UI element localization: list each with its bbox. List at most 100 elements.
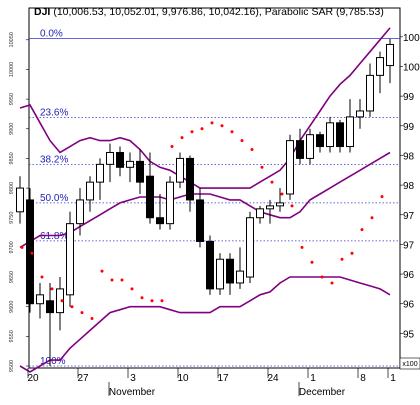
candle-body-up [326,122,334,148]
x-axis: 20 27 3 10 17 24 1 8 1 November December [27,368,396,398]
header-indicator: Parabolic SAR (9,785.53) [265,6,384,18]
sar-dot [210,121,214,125]
candle-body-down [186,157,194,201]
candle [116,146,124,177]
left-axis-tick: 9900 [9,123,15,135]
candle-body-up [76,199,84,225]
x-tick-label: 8 [360,373,366,384]
chart-header: DJI (10,006.53, 10,052.01, 9,976.86, 10,0… [34,6,384,18]
x-tick-label: 3 [130,373,136,384]
sar-dot [310,260,314,264]
candle-body-up [236,270,244,284]
candle [136,149,144,194]
sar-dot [150,299,154,303]
sar-dot [260,165,264,169]
right-axis-tick: 100 [403,62,420,73]
candle-body-up [86,181,94,201]
sar-dot [40,275,44,279]
sar-dot [320,275,324,279]
sar-dot [340,257,344,261]
sar-dot [180,136,184,140]
sar-dot [280,192,284,196]
candle [36,282,44,319]
right-axis-tick: 96 [403,270,415,281]
candle-body-down [136,160,144,183]
candle [376,51,384,94]
candle [346,99,354,153]
sar-dot [160,299,164,303]
candle [196,188,204,248]
candle-body-up [246,217,254,278]
candle-body-up [166,181,174,225]
candle [356,99,364,129]
candle-body-up [306,134,314,159]
sar-dot [90,317,94,321]
candle-body-up [106,151,114,165]
sar-dot [80,311,84,315]
left-axis-tick: 9750 [9,212,15,224]
sar-dot [230,130,234,134]
sar-dot [170,145,174,149]
sar-dot [140,296,144,300]
x-tick-label: 10 [177,373,189,384]
parabolic-sar-dots [20,121,384,321]
right-price-axis: 10010099999898979796969595 [400,33,420,370]
candle-body-down [196,199,204,242]
candle [316,131,324,153]
bollinger-middle-band [19,151,391,249]
candle [16,176,24,224]
candle-body-down [206,240,214,290]
candle [246,211,254,283]
sar-dot [240,139,244,143]
candle [276,188,284,212]
candles [16,38,394,366]
month-label: December [299,387,346,398]
sar-dot [360,228,364,232]
candle-body-down [146,175,154,219]
candle [226,253,234,295]
header-symbol: DJI [34,6,50,18]
left-axis-tick: 10000 [9,62,15,77]
candle [156,194,164,230]
candle-body-up [66,223,74,296]
sar-dot [370,216,374,220]
right-axis-tick: 98 [403,181,415,192]
sar-dot [70,305,74,309]
candle-body-up [346,116,354,148]
left-price-axis: 10050 10000 9950 9900 9850 9800 9750 9700 9650 96… [9,32,29,372]
candle [176,152,184,189]
x-tick-label: 17 [217,373,229,384]
candle-body-down [116,151,124,168]
candle-body-up [256,208,264,219]
sar-dot [350,251,354,255]
candle [26,188,34,313]
sar-dot [330,281,334,285]
sar-dot [20,245,24,249]
left-axis-tick: 9700 [9,241,15,253]
candle [126,152,134,183]
bollinger-bands [19,27,391,373]
right-axis-tick: 100 [403,33,420,44]
x-tick-label: 1 [390,373,396,384]
fibonacci-levels: 0.0% 23.6% 38.2% 50.0% 61.8% 100% [29,29,400,367]
sar-dot [190,130,194,134]
candle [266,199,274,224]
candle-body-up [16,187,24,213]
bollinger-lower-band [19,276,391,373]
x-tick-label: 1 [310,373,316,384]
candle [146,152,154,224]
candle [186,155,194,212]
candle-body-up [286,140,294,195]
candle [216,253,224,295]
fib-label: 100% [40,356,66,367]
sar-dot [50,287,54,291]
candle-body-up [276,202,284,207]
left-axis-tick: 9500 [9,360,15,372]
left-axis-tick: 9650 [9,271,15,283]
candle [286,134,294,200]
candle [336,119,344,153]
right-axis-tick: 99 [403,92,415,103]
